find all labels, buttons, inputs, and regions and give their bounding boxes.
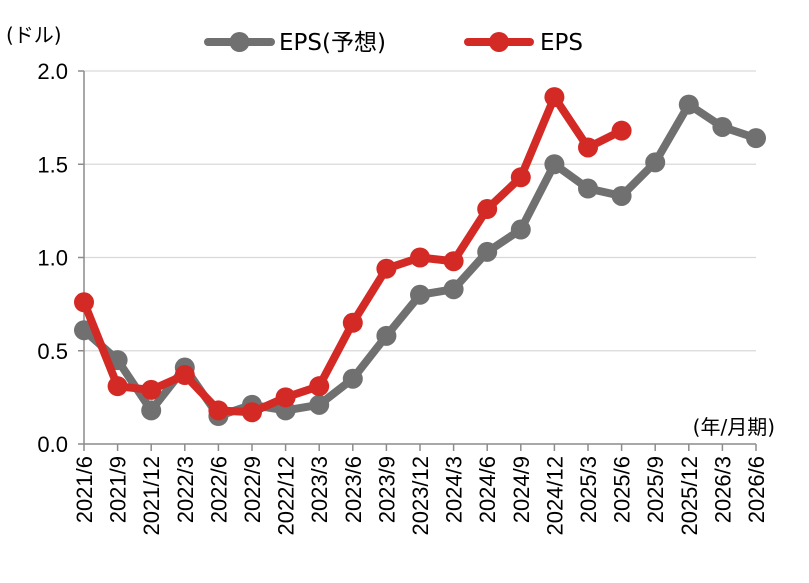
data-point (410, 284, 430, 305)
legend-label: EPS(予想) (279, 30, 386, 56)
legend-label: EPS (540, 30, 583, 56)
data-point (208, 400, 229, 421)
data-point (275, 387, 296, 408)
data-point (544, 154, 565, 175)
data-point (678, 94, 699, 115)
series-eps-actual (74, 87, 632, 423)
x-tick-label: 2023/6 (341, 456, 366, 523)
x-tick-label: 2021/9 (106, 456, 131, 523)
x-tick-label: 2024/12 (542, 456, 567, 536)
x-tick-label: 2025/6 (610, 456, 635, 523)
data-point (510, 219, 531, 240)
axes (78, 70, 757, 451)
data-point (174, 364, 195, 385)
legend-marker-swatch (489, 32, 509, 52)
data-point (544, 87, 565, 108)
x-tick-label: 2026/6 (744, 456, 769, 523)
data-point (141, 400, 162, 421)
data-point (309, 394, 330, 415)
x-tick-label: 2025/12 (677, 456, 702, 536)
data-point (510, 167, 531, 188)
x-tick-label: 2023/9 (374, 456, 399, 523)
legend: EPS(予想) EPS (204, 30, 583, 56)
legend-item: EPS (464, 30, 583, 56)
data-point (74, 292, 94, 313)
y-tick-labels: 0.0 0.5 1.0 1.5 2.0 (37, 59, 68, 457)
x-tick-label: 2025/3 (576, 456, 601, 523)
data-point (376, 325, 397, 346)
x-tick-label: 2023/12 (408, 456, 433, 536)
x-axis-unit-label: (年/月期) (693, 415, 775, 439)
data-point (376, 258, 397, 279)
data-point (712, 116, 733, 137)
y-tick-label: 0.5 (37, 339, 68, 364)
data-point (342, 368, 363, 389)
data-point (242, 402, 262, 423)
x-tick-label: 2022/6 (206, 456, 231, 523)
x-tick-label: 2024/9 (509, 456, 534, 523)
x-tick-label: 2023/3 (307, 456, 332, 523)
x-tick-label: 2022/9 (240, 456, 265, 523)
data-point (611, 120, 632, 141)
y-tick-label: 1.0 (37, 246, 68, 271)
x-tick-label: 2025/9 (643, 456, 668, 523)
x-tick-label: 2021/6 (72, 456, 97, 523)
data-point (578, 137, 598, 158)
data-point (477, 241, 498, 262)
y-tick-label: 2.0 (37, 59, 68, 84)
data-point (477, 199, 498, 220)
legend-marker-swatch (229, 32, 250, 52)
series-lines (74, 87, 766, 427)
x-tick-label: 2022/3 (173, 456, 198, 523)
data-point (141, 379, 162, 400)
x-tick-labels: 2021/6 2021/9 2021/12 2022/3 2022/6 2022/9 202… (72, 456, 769, 536)
legend-item: EPS(予想) (204, 30, 386, 56)
grid-lines (84, 70, 756, 352)
data-point (107, 376, 128, 397)
y-tick-label: 1.5 (37, 152, 68, 177)
y-tick-label: 0.0 (37, 432, 68, 457)
data-point (746, 128, 766, 149)
data-point (443, 251, 464, 272)
data-point (645, 152, 666, 173)
data-point (410, 247, 430, 268)
x-tick-label: 2022/12 (274, 456, 299, 536)
data-point (578, 178, 598, 199)
y-axis-unit-label: (ドル) (6, 23, 62, 47)
series-line (80, 93, 626, 417)
x-tick-label: 2021/12 (139, 456, 164, 536)
x-tick-label: 2024/3 (442, 456, 467, 523)
data-point (443, 279, 464, 300)
data-point (611, 185, 632, 206)
x-tick-label: 2026/3 (710, 456, 735, 523)
x-tick-label: 2024/6 (475, 456, 500, 523)
data-point (342, 312, 363, 333)
data-point (309, 376, 330, 397)
